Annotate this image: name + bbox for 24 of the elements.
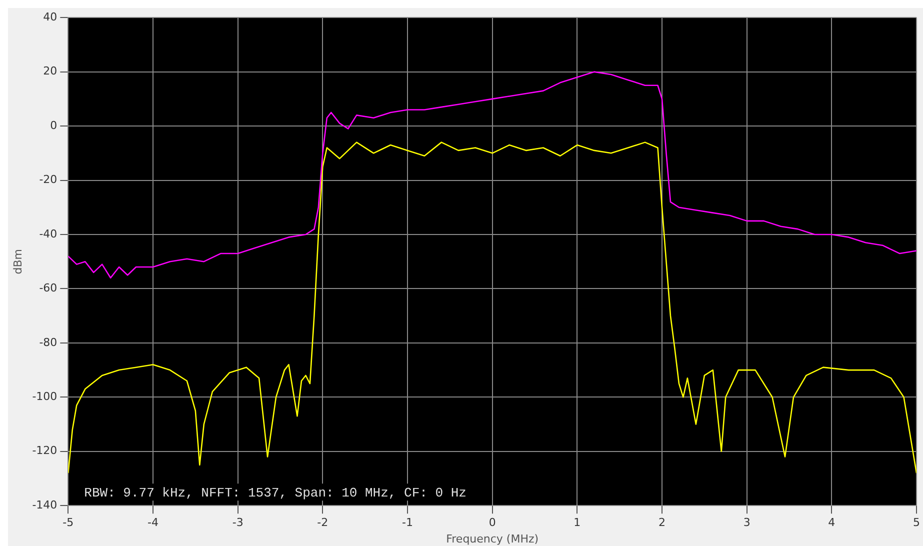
x-tick-label: 3 [743,516,750,530]
annotation: RBW: 9.77 kHz, NFFT: 1537, Span: 10 MHz, CF: 0 Hz [84,486,466,501]
y-axis-title: dBm [11,248,24,274]
x-tick-label: 1 [574,516,581,530]
y-tick-label: -120 [32,444,58,458]
x-tick-label: 2 [658,516,666,530]
x-tick-label: -4 [148,516,158,530]
x-tick-label: 4 [828,516,836,530]
x-tick-label: -1 [402,516,413,530]
y-tick-label: 0 [50,118,58,132]
y-tick-label: -60 [39,282,58,295]
y-tick-label: 40 [43,10,58,24]
x-axis-title: Frequency (MHz) [446,532,539,546]
x-tick-label: 0 [488,516,496,530]
x-tick-label: -2 [317,516,328,530]
y-tick-label: 20 [43,64,58,78]
y-tick-label: -100 [32,390,58,404]
x-tick-label: -3 [232,516,244,530]
y-tick-label: -140 [32,498,58,512]
x-tick-label: 5 [913,516,920,530]
y-tick-label: -20 [39,173,58,186]
x-tick-label: -5 [62,516,74,530]
y-tick-label: -80 [39,336,58,349]
y-tick-label: -40 [39,227,58,240]
